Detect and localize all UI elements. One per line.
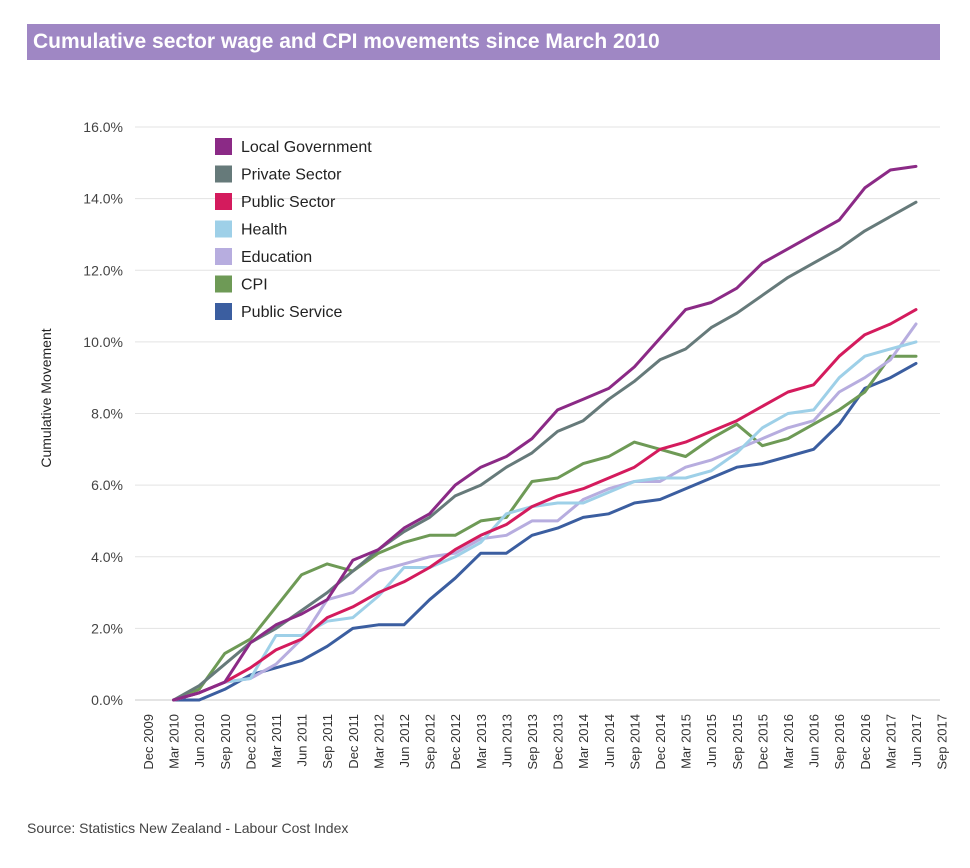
x-tick-label: Dec 2015 bbox=[755, 714, 770, 770]
x-tick-label: Dec 2011 bbox=[346, 714, 361, 769]
legend-label: Public Service bbox=[241, 304, 342, 321]
x-tick-label: Sep 2011 bbox=[320, 714, 335, 769]
x-tick-label: Mar 2013 bbox=[474, 714, 489, 769]
series-line-health bbox=[172, 340, 918, 702]
legend-label: CPI bbox=[241, 277, 268, 294]
series-line-private-sector bbox=[172, 200, 918, 702]
x-tick-label: Mar 2017 bbox=[883, 714, 898, 769]
x-tick-label: Jun 2013 bbox=[499, 714, 514, 768]
y-tick-label: 2.0% bbox=[91, 620, 123, 636]
x-tick-label: Jun 2010 bbox=[192, 714, 207, 768]
x-tick-label: Mar 2010 bbox=[167, 714, 182, 769]
x-tick-label: Sep 2010 bbox=[218, 714, 233, 770]
x-tick-label: Sep 2013 bbox=[525, 714, 540, 770]
series-line-cpi bbox=[172, 354, 918, 702]
y-tick-label: 4.0% bbox=[91, 549, 123, 565]
x-tick-label: Mar 2016 bbox=[781, 714, 796, 769]
x-tick-label: Mar 2014 bbox=[576, 714, 591, 769]
legend-swatch bbox=[215, 275, 232, 293]
legend-label: Education bbox=[241, 249, 312, 266]
x-tick-label: Sep 2014 bbox=[627, 714, 642, 770]
legend-label: Private Sector bbox=[241, 167, 342, 184]
y-tick-label: 0.0% bbox=[91, 692, 123, 708]
x-tick-label: Jun 2012 bbox=[397, 714, 412, 768]
x-tick-label: Jun 2016 bbox=[807, 714, 822, 768]
legend-swatch bbox=[215, 138, 232, 155]
x-tick-label: Dec 2009 bbox=[141, 714, 156, 770]
x-tick-label: Dec 2014 bbox=[653, 714, 668, 770]
series-line-public-sector bbox=[172, 308, 918, 702]
source-note: Source: Statistics New Zealand - Labour … bbox=[27, 820, 349, 836]
x-tick-label: Jun 2017 bbox=[909, 714, 924, 768]
y-tick-label: 16.0% bbox=[83, 119, 123, 135]
title-banner: Cumulative sector wage and CPI movements… bbox=[27, 24, 940, 60]
legend-label: Local Government bbox=[241, 139, 372, 156]
x-tick-label: Jun 2014 bbox=[602, 714, 617, 768]
x-tick-label: Mar 2011 bbox=[269, 714, 284, 768]
x-tick-label: Dec 2012 bbox=[448, 714, 463, 770]
legend-swatch bbox=[215, 248, 232, 265]
legend-label: Public Sector bbox=[241, 194, 336, 211]
chart-title: Cumulative sector wage and CPI movements… bbox=[33, 30, 660, 53]
series-line-local-government bbox=[172, 164, 918, 702]
x-tick-label: Mar 2015 bbox=[679, 714, 694, 769]
x-tick-label: Dec 2010 bbox=[243, 714, 258, 770]
x-tick-label: Jun 2015 bbox=[704, 714, 719, 768]
x-tick-label: Jun 2011 bbox=[295, 714, 310, 767]
y-axis-label: Cumulative Movement bbox=[38, 328, 54, 467]
series-line-public-service bbox=[172, 361, 918, 702]
legend-swatch bbox=[215, 303, 232, 320]
legend-swatch bbox=[215, 193, 232, 210]
y-tick-label: 12.0% bbox=[83, 262, 123, 278]
x-tick-label: Sep 2015 bbox=[730, 714, 745, 770]
x-tick-label: Sep 2016 bbox=[832, 714, 847, 770]
x-tick-label: Mar 2012 bbox=[371, 714, 386, 769]
y-tick-label: 10.0% bbox=[83, 334, 123, 350]
y-tick-label: 14.0% bbox=[83, 191, 123, 207]
series-line-education bbox=[172, 322, 918, 702]
y-tick-label: 8.0% bbox=[91, 406, 123, 422]
legend-swatch bbox=[215, 165, 232, 183]
x-tick-label: Dec 2016 bbox=[858, 714, 873, 770]
legend-label: Health bbox=[241, 222, 287, 239]
legend-swatch bbox=[215, 220, 232, 238]
x-tick-label: Dec 2013 bbox=[551, 714, 566, 770]
x-tick-label: Sep 2012 bbox=[423, 714, 438, 770]
y-tick-label: 6.0% bbox=[91, 477, 123, 493]
x-tick-label: Sep 2017 bbox=[935, 714, 950, 770]
